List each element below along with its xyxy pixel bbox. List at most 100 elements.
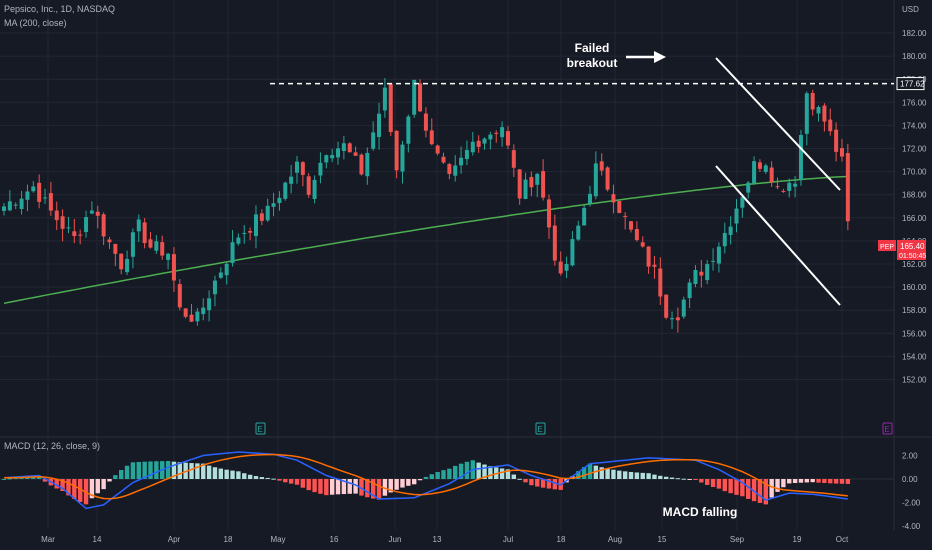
- candle-body: [43, 197, 48, 199]
- macd-histogram-bar: [663, 476, 669, 479]
- candle-body: [189, 314, 194, 322]
- macd-histogram-bar: [658, 475, 663, 479]
- candle-body: [365, 152, 370, 177]
- candle-body: [295, 161, 299, 173]
- candle-body: [7, 201, 12, 211]
- macd-histogram-bar: [775, 479, 780, 492]
- candle-body: [207, 298, 212, 311]
- macd-histogram-bar: [124, 465, 130, 479]
- candle-body: [793, 183, 798, 187]
- macd-histogram-bar: [499, 468, 505, 479]
- macd-histogram-bar: [605, 468, 610, 479]
- macd-histogram-bar: [546, 479, 552, 489]
- candle-body: [166, 253, 171, 260]
- macd-histogram-bar: [154, 461, 159, 479]
- candle-body: [822, 105, 827, 122]
- macd-histogram-bar: [576, 471, 581, 479]
- ma-legend-label: MA (200, close): [4, 18, 67, 28]
- macd-histogram-bar: [95, 479, 100, 494]
- candle-body: [693, 269, 698, 284]
- macd-histogram-bar: [769, 479, 774, 498]
- macd-histogram-bar: [165, 461, 171, 479]
- candle-body: [388, 83, 393, 132]
- macd-histogram-bar: [722, 479, 727, 492]
- candle-body: [371, 132, 376, 149]
- x-tick-label: Oct: [836, 535, 849, 544]
- candle-body: [716, 246, 721, 264]
- candle-body: [640, 242, 645, 247]
- candle-body: [570, 239, 575, 266]
- candle-body: [722, 233, 727, 247]
- macd-histogram-bar: [675, 478, 681, 480]
- macd-histogram-bar: [652, 474, 657, 479]
- candle-body: [429, 130, 434, 145]
- candle-body: [142, 222, 147, 243]
- macd-histogram-bar: [236, 471, 241, 479]
- candle-body: [318, 162, 323, 176]
- macd-histogram-bar: [611, 469, 616, 479]
- macd-histogram-bar: [218, 468, 224, 479]
- countdown-label: 01:50:45: [899, 253, 926, 260]
- macd-histogram-bar: [423, 476, 429, 479]
- candle-body: [447, 164, 452, 174]
- candle-body: [113, 243, 118, 254]
- candle-body: [787, 182, 792, 191]
- macd-histogram-bar: [464, 461, 470, 479]
- macd-histogram-bar: [253, 476, 259, 479]
- candle-body: [423, 113, 428, 131]
- macd-histogram-bar: [763, 479, 768, 505]
- macd-histogram-bar: [195, 463, 200, 479]
- macd-histogram-bar: [581, 467, 587, 479]
- candle-body: [593, 163, 598, 197]
- candle-body: [37, 182, 42, 202]
- earnings-marker: [535, 422, 546, 435]
- macd-histogram-bar: [417, 479, 423, 481]
- x-tick-label: Mar: [41, 535, 55, 544]
- candle-body: [177, 284, 182, 308]
- candle-body: [523, 179, 528, 199]
- candle-body: [101, 214, 106, 237]
- macd-histogram-bar: [242, 473, 247, 479]
- macd-y-tick-label: -4.00: [902, 522, 921, 531]
- macd-histogram-bar: [646, 473, 651, 479]
- y-tick-label: 172.00: [902, 145, 927, 154]
- candle-body: [271, 203, 276, 207]
- candle-body: [687, 282, 692, 298]
- candle-body: [347, 143, 352, 153]
- macd-histogram-bar: [488, 466, 493, 479]
- candlestick-layer: [2, 78, 850, 333]
- candle-body: [464, 149, 469, 160]
- earnings-marker-label: E: [537, 425, 542, 434]
- macd-histogram-bar: [740, 479, 745, 497]
- macd-histogram-bar: [306, 479, 311, 491]
- macd-histogram-bar: [757, 479, 763, 503]
- candle-body: [511, 150, 516, 168]
- candle-body: [95, 211, 100, 216]
- macd-histogram-bar: [517, 478, 522, 480]
- candle-body: [769, 167, 774, 183]
- macd-histogram-bar: [441, 470, 446, 479]
- macd-histogram-bar: [318, 479, 323, 494]
- y-tick-label: 180.00: [902, 52, 927, 61]
- candle-body: [242, 232, 247, 234]
- macd-histogram-bar: [212, 467, 218, 479]
- candle-body: [505, 131, 510, 146]
- macd-histogram-bar: [312, 479, 317, 493]
- candle-body: [658, 268, 663, 297]
- candle-body: [459, 157, 464, 166]
- macd-histogram-bar: [265, 477, 270, 479]
- candle-body: [300, 162, 305, 175]
- y-tick-label: 152.00: [902, 376, 927, 385]
- candle-body: [119, 253, 124, 270]
- macd-histogram-bar: [77, 479, 83, 502]
- y-tick-label: 162.00: [902, 260, 927, 269]
- candle-body: [230, 242, 235, 264]
- candle-body: [253, 214, 258, 237]
- grid-lines: [0, 0, 932, 530]
- macd-histogram-bar: [171, 461, 177, 479]
- macd-histogram-bar: [792, 479, 798, 484]
- candle-body: [828, 119, 833, 132]
- candle-body: [705, 264, 710, 281]
